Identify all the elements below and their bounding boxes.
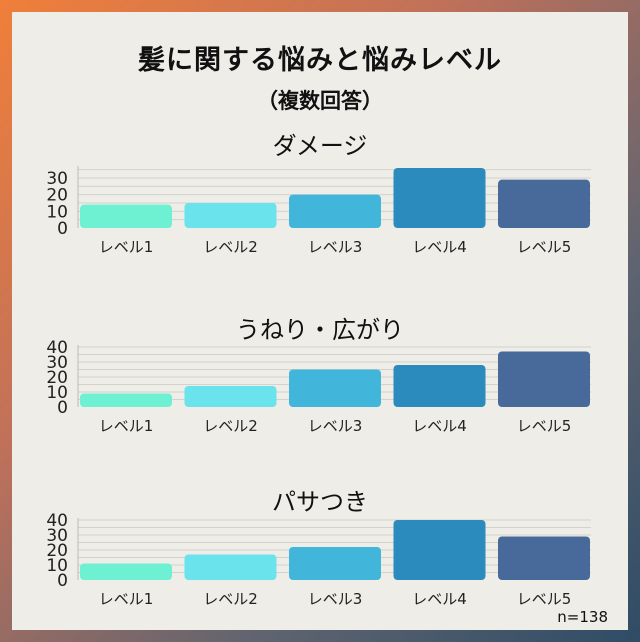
bar-レベル5: [498, 179, 590, 228]
x-category-label: レベル3: [308, 417, 363, 435]
x-category-label: レベル1: [99, 590, 154, 608]
sample-size-note: n=138: [557, 608, 608, 626]
x-category-label: レベル1: [99, 417, 154, 435]
x-category-label: レベル1: [99, 238, 154, 256]
x-category-label: レベル3: [308, 590, 363, 608]
y-tick-label: 30: [46, 353, 68, 373]
y-tick-label: 40: [46, 338, 68, 358]
bar-レベル4: [393, 520, 486, 580]
x-category-label: レベル4: [412, 238, 467, 256]
y-tick-label: 0: [57, 571, 68, 591]
y-tick-label: 0: [57, 219, 68, 239]
x-category-label: レベル4: [412, 590, 467, 608]
y-tick-label: 40: [46, 511, 68, 531]
bar-レベル1: [80, 393, 172, 407]
x-category-label: レベル2: [203, 417, 258, 435]
bar-レベル1: [80, 204, 172, 228]
x-category-label: レベル5: [517, 590, 572, 608]
x-category-label: レベル5: [517, 238, 572, 256]
bar-レベル5: [498, 536, 590, 580]
y-tick-label: 0: [57, 398, 68, 418]
chart-title-damage: ダメージ: [272, 132, 368, 160]
y-tick-label: 20: [46, 186, 68, 206]
infographic-card: 髪に関する悩みと悩みレベル （複数回答） ダメージ うねり・広がり パサつき 0…: [12, 12, 628, 630]
x-category-label: レベル2: [203, 238, 258, 256]
y-tick-label: 20: [46, 541, 68, 561]
bar-レベル4: [393, 168, 486, 228]
bar-レベル2: [184, 386, 277, 407]
bar-レベル1: [80, 563, 172, 580]
page-subtitle: （複数回答）: [257, 89, 383, 113]
bar-レベル3: [289, 194, 381, 228]
y-tick-label: 10: [46, 556, 68, 576]
y-tick-label: 30: [46, 526, 68, 546]
y-tick-label: 20: [46, 368, 68, 388]
bar-レベル2: [184, 203, 277, 228]
x-category-label: レベル2: [203, 590, 258, 608]
bar-レベル3: [289, 369, 381, 407]
bar-レベル3: [289, 547, 381, 580]
y-tick-label: 10: [46, 202, 68, 222]
x-category-label: レベル5: [517, 417, 572, 435]
y-tick-label: 10: [46, 383, 68, 403]
x-category-label: レベル3: [308, 238, 363, 256]
x-category-label: レベル4: [412, 417, 467, 435]
bar-レベル5: [498, 351, 590, 407]
page-title: 髪に関する悩みと悩みレベル: [138, 45, 502, 76]
bar-レベル4: [393, 365, 486, 407]
y-tick-label: 30: [46, 169, 68, 189]
bar-レベル2: [184, 554, 277, 580]
chart-title-frizz: うねり・広がり: [236, 316, 404, 344]
chart-title-dryness: パサつき: [272, 488, 368, 516]
